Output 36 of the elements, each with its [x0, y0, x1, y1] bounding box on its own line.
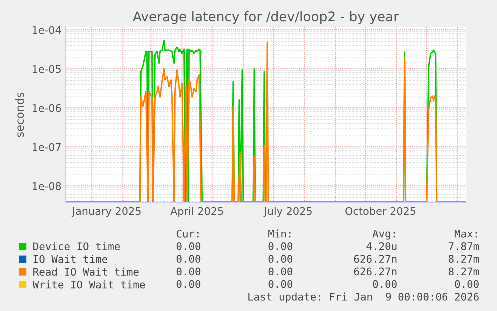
- chart-title: Average latency for /dev/loop2 - by year: [133, 11, 400, 24]
- x-tick-label: January 2025: [72, 207, 141, 218]
- text: 0.00: [176, 255, 201, 264]
- text: 0.00: [268, 280, 293, 288]
- legend-label: Write IO Wait time: [32, 280, 146, 289]
- text: 7.87m: [448, 242, 480, 250]
- y-tick-label: 1e-07: [32, 143, 61, 152]
- text: 626.27n: [354, 255, 397, 264]
- y-tick-label: 1e-06: [32, 104, 62, 112]
- text: Min:: [268, 230, 291, 238]
- text: 0.00: [268, 242, 293, 250]
- legend-label: Read IO Wait time: [34, 268, 139, 276]
- text: 0.00: [373, 280, 397, 288]
- y-tick-label: 1e-05: [32, 65, 61, 74]
- legend-label: Device IO time: [34, 242, 120, 250]
- text: 8.27m: [448, 255, 480, 264]
- y-axis-title: seconds: [15, 92, 24, 138]
- text: 0.00: [176, 280, 201, 288]
- text: 0.00: [455, 280, 479, 288]
- x-tick-label: July 2025: [264, 207, 312, 218]
- text: 4.20u: [366, 242, 397, 250]
- x-tick-label: April 2025: [170, 207, 224, 218]
- text: 0.00: [268, 255, 293, 264]
- text: 8.27m: [448, 268, 480, 276]
- text: Max:: [454, 230, 478, 238]
- text: Avg:: [372, 230, 396, 240]
- y-tick-label: 1e-08: [32, 182, 62, 190]
- x-tick-label: October 2025: [346, 207, 416, 216]
- text: 0.00: [176, 242, 201, 250]
- y-tick-label: 1e-04: [32, 26, 62, 34]
- legend-label: IO Wait time: [34, 255, 108, 264]
- text: Cur:: [176, 230, 199, 238]
- text: 626.27n: [354, 268, 397, 276]
- text: 0.00: [176, 268, 201, 276]
- text: Last update: Fri Jan 9 00:00:06 2026: [248, 292, 479, 303]
- text: 0.00: [268, 268, 293, 276]
